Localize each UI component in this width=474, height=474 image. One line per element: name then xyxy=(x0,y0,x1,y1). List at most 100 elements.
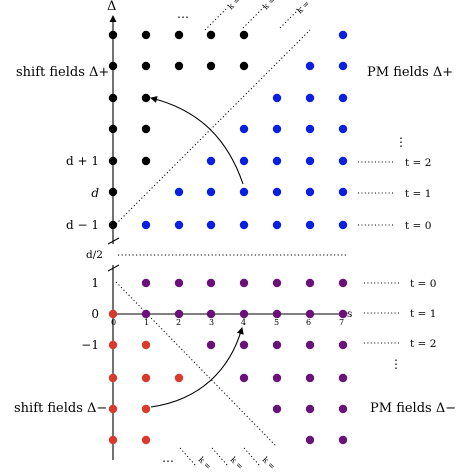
label-shift-minus: shift fields Δ− xyxy=(14,401,107,416)
pm-plus-dot xyxy=(338,156,348,166)
y-label-0: 0 xyxy=(91,307,99,321)
shift-minus-dot xyxy=(108,340,118,350)
x-tick-label: 3 xyxy=(209,318,214,327)
origin-dot xyxy=(108,309,118,319)
t-label-upper: t = 2 xyxy=(405,157,431,169)
shift-plus-dot xyxy=(141,156,151,166)
pm-minus-dot xyxy=(239,340,249,350)
k-label-top: k = xyxy=(295,0,311,15)
pm-minus-dot xyxy=(272,404,282,414)
pm-minus-dot xyxy=(338,435,348,445)
pm-minus-dot xyxy=(239,373,249,383)
pm-plus-dot xyxy=(206,220,216,230)
pm-minus-dots xyxy=(141,278,348,445)
label-pm-minus: PM fields Δ− xyxy=(370,401,456,416)
pm-plus-dot xyxy=(305,61,315,71)
pm-minus-dot xyxy=(272,340,282,350)
t-label-lower: t = 0 xyxy=(410,278,436,290)
shift-plus-dots xyxy=(108,30,249,230)
x-tick-label: 0 xyxy=(111,318,116,327)
y-axis-symbol: Δ xyxy=(107,0,116,14)
shift-plus-dot xyxy=(141,30,151,40)
pm-plus-dot xyxy=(239,220,249,230)
pm-plus-dot xyxy=(239,187,249,197)
pm-plus-dot xyxy=(338,93,348,103)
t-label-lower: t = 1 xyxy=(410,308,436,320)
t-label-lower: t = 2 xyxy=(410,338,436,350)
lower-arrow xyxy=(150,327,244,408)
pm-minus-dot xyxy=(305,373,315,383)
k-label-bottom: k = xyxy=(229,455,245,471)
pm-plus-dot xyxy=(338,61,348,71)
lower-diagonal xyxy=(115,281,277,447)
pm-plus-dot xyxy=(338,124,348,134)
pm-minus-dot xyxy=(338,340,348,350)
t-label-upper: t = 1 xyxy=(405,188,431,200)
pm-plus-dot xyxy=(206,187,216,197)
shift-plus-dot xyxy=(206,61,216,71)
pm-minus-dot xyxy=(206,340,216,350)
pm-minus-dot xyxy=(338,373,348,383)
upper-arrow xyxy=(150,96,244,185)
shift-plus-dot xyxy=(108,187,118,197)
pm-plus-dot xyxy=(141,220,151,230)
bottom-ellipsis: … xyxy=(162,451,174,465)
pm-minus-dot xyxy=(305,278,315,288)
x-tick-label: 5 xyxy=(274,318,279,327)
shift-plus-dot xyxy=(108,61,118,71)
pm-minus-dot xyxy=(141,309,151,319)
shift-plus-dot xyxy=(108,220,118,230)
shift-plus-dot xyxy=(206,30,216,40)
k-label-top: k = xyxy=(261,0,277,11)
pm-plus-dot xyxy=(305,93,315,103)
pm-plus-dot xyxy=(239,156,249,166)
pm-plus-dot xyxy=(338,220,348,230)
y-label-d-half: d/2 xyxy=(86,249,103,261)
pm-minus-dot xyxy=(272,278,282,288)
shift-plus-dot xyxy=(141,124,151,134)
x-tick-label: 1 xyxy=(144,318,149,327)
shift-plus-dot xyxy=(108,156,118,166)
pm-plus-dot xyxy=(272,93,282,103)
pm-plus-dot xyxy=(272,156,282,166)
shift-plus-dot xyxy=(108,30,118,40)
k-line-bottom xyxy=(211,447,229,467)
shift-plus-dot xyxy=(108,93,118,103)
k-line-bottom xyxy=(179,447,197,467)
pm-plus-dot xyxy=(338,30,348,40)
y-label-d-plus-1: d + 1 xyxy=(66,154,99,168)
y-label-minus-1: −1 xyxy=(81,338,99,352)
k-label-bottom: k = xyxy=(197,455,213,471)
pm-plus-dot xyxy=(305,124,315,134)
axis-break-gap xyxy=(110,244,116,265)
label-pm-plus: PM fields Δ+ xyxy=(367,65,453,80)
pm-plus-dot xyxy=(174,220,184,230)
k-label-bottom: k = xyxy=(261,455,277,471)
y-label-d: d xyxy=(91,186,99,200)
pm-plus-dot xyxy=(272,220,282,230)
pm-minus-dot xyxy=(174,278,184,288)
upper-diagonal xyxy=(115,29,311,225)
shift-minus-dots xyxy=(108,309,184,445)
vertical-dots-upper: ⋮ xyxy=(395,135,407,149)
pm-plus-dot xyxy=(206,156,216,166)
pm-minus-dot xyxy=(305,404,315,414)
pm-plus-dot xyxy=(305,156,315,166)
shift-minus-dot xyxy=(108,435,118,445)
top-ellipsis: … xyxy=(177,7,189,21)
shift-minus-dot xyxy=(108,404,118,414)
shift-plus-dot xyxy=(174,61,184,71)
pm-minus-dot xyxy=(338,278,348,288)
k-line-bottom xyxy=(243,447,261,467)
y-label-1: 1 xyxy=(91,276,99,290)
pm-plus-dot xyxy=(174,187,184,197)
x-axis-symbol: s xyxy=(347,308,352,320)
x-tick-label: 7 xyxy=(339,318,344,327)
x-tick-label: 4 xyxy=(241,318,246,327)
k-line-top xyxy=(279,6,302,29)
pm-minus-dot xyxy=(239,309,249,319)
shift-minus-dot xyxy=(141,435,151,445)
shift-minus-dot xyxy=(141,340,151,350)
t-label-upper: t = 0 xyxy=(405,220,431,232)
shift-minus-dot xyxy=(108,373,118,383)
